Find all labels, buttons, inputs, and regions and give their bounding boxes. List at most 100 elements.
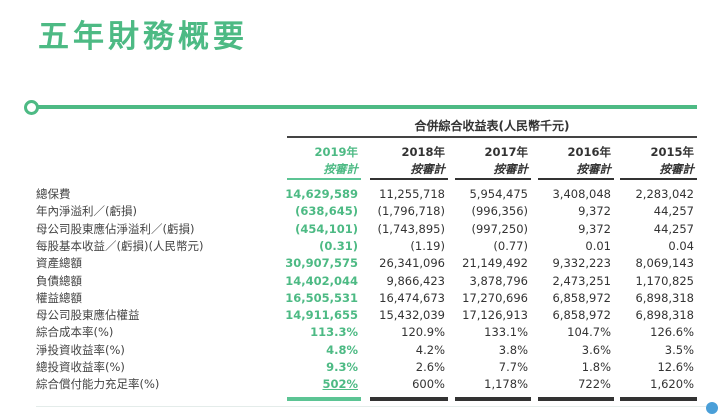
cell-value: 6,898,318 bbox=[635, 290, 694, 305]
cell-value: 3.5% bbox=[664, 342, 694, 357]
cell-value: 0.04 bbox=[668, 238, 694, 253]
cell-value: 17,126,913 bbox=[462, 308, 528, 323]
cell-value: (638,645) bbox=[295, 204, 358, 219]
cell-value: 3,878,796 bbox=[469, 273, 528, 288]
row-label: 權益總額 bbox=[36, 290, 82, 305]
cell-value: 14,402,044 bbox=[285, 273, 358, 288]
cell-value: 6,858,972 bbox=[552, 290, 611, 305]
cell-value: 133.1% bbox=[484, 325, 528, 340]
column-total-double-underline bbox=[455, 397, 531, 401]
cell-value: 16,505,531 bbox=[285, 290, 358, 305]
column-header-underline bbox=[455, 178, 531, 180]
table-row: 權益總額 16,505,531 16,474,673 17,270,696 6,858,… bbox=[0, 290, 718, 308]
column-header: 2018年按審計 bbox=[401, 144, 445, 178]
cell-value: 4.8% bbox=[326, 342, 358, 357]
title-divider bbox=[36, 105, 697, 109]
cell-value: 26,341,096 bbox=[379, 256, 445, 271]
cell-value: 1,620% bbox=[650, 377, 694, 392]
cell-value: 16,474,673 bbox=[379, 290, 445, 305]
cell-value: 5,954,475 bbox=[469, 187, 528, 201]
caption-divider bbox=[287, 136, 697, 138]
row-label: 資產總額 bbox=[36, 256, 82, 271]
column-header: 2015年按審計 bbox=[650, 144, 694, 178]
column-year: 2018年 bbox=[401, 145, 445, 159]
table-row: 總投資收益率(%) 9.3% 2.6% 7.7% 1.8% 12.6% bbox=[0, 359, 718, 377]
column-basis: 按審計 bbox=[659, 162, 695, 176]
cell-value: 722% bbox=[578, 377, 611, 392]
column-year: 2016年 bbox=[567, 145, 611, 159]
table-row: 每股基本收益／(虧損)(人民幣元) (0.31) (1.19) (0.77) 0.01 0… bbox=[0, 238, 718, 256]
row-label: 母公司股東應佔淨溢利／(虧損) bbox=[36, 221, 195, 236]
row-label: 綜合償付能力充足率(%) bbox=[36, 377, 160, 392]
table-row: 母公司股東應佔權益 14,911,655 15,432,039 17,126,913 6… bbox=[0, 307, 718, 325]
column-year: 2017年 bbox=[484, 145, 528, 159]
cell-value: 126.6% bbox=[650, 325, 694, 340]
cell-value: 3.8% bbox=[498, 342, 528, 357]
cell-value: 14,629,589 bbox=[285, 187, 358, 201]
cell-value: (1,796,718) bbox=[377, 204, 445, 219]
column-header-underline bbox=[370, 178, 448, 180]
cell-value: (454,101) bbox=[295, 221, 358, 236]
column-header: 2019年按審計 bbox=[314, 144, 358, 178]
cell-value: 1,178% bbox=[484, 377, 528, 392]
column-total-double-underline bbox=[620, 397, 697, 401]
cell-value: (0.77) bbox=[493, 238, 528, 253]
column-year: 2015年 bbox=[650, 145, 694, 159]
column-basis: 按審計 bbox=[410, 162, 446, 176]
cell-value: 9,866,423 bbox=[386, 273, 445, 288]
page-corner-dot bbox=[706, 402, 718, 414]
column-basis: 按審計 bbox=[576, 162, 612, 176]
cell-value: 9.3% bbox=[326, 360, 358, 374]
cell-value: 12.6% bbox=[657, 360, 694, 374]
cell-value: 2,473,251 bbox=[552, 273, 611, 288]
table-row: 母公司股東應佔淨溢利／(虧損) (454,101) (1,743,895) (997,… bbox=[0, 221, 718, 239]
cell-value: 9,332,223 bbox=[552, 256, 611, 271]
table-row: 資產總額 30,907,575 26,341,096 21,149,492 9,332,… bbox=[0, 255, 718, 273]
cell-value: 2,283,042 bbox=[635, 187, 694, 201]
row-label: 每股基本收益／(虧損)(人民幣元) bbox=[36, 238, 204, 253]
cell-value: 120.9% bbox=[401, 325, 445, 340]
cell-value: (997,250) bbox=[471, 221, 528, 236]
column-header-underline bbox=[538, 178, 614, 180]
cell-value: 21,149,492 bbox=[462, 256, 528, 271]
cell-value: 104.7% bbox=[567, 325, 611, 340]
table-row: 總保費 14,629,589 11,255,718 5,954,475 3,408,04… bbox=[0, 186, 718, 204]
row-label: 綜合成本率(%) bbox=[36, 325, 114, 340]
table-caption: 合併綜合收益表(人民幣千元) bbox=[414, 119, 570, 133]
column-basis: 按審計 bbox=[323, 162, 359, 176]
cell-value: 6,898,318 bbox=[635, 308, 694, 323]
row-label: 母公司股東應佔權益 bbox=[36, 308, 140, 323]
table-row: 負債總額 14,402,044 9,866,423 3,878,796 2,473,25… bbox=[0, 273, 718, 291]
row-label: 負債總額 bbox=[36, 273, 82, 288]
cell-value: 30,907,575 bbox=[285, 256, 358, 271]
cell-value: 1.8% bbox=[581, 360, 611, 374]
column-total-double-underline bbox=[370, 397, 448, 401]
cell-value: 3,408,048 bbox=[552, 187, 611, 201]
cell-value: (1,743,895) bbox=[377, 221, 445, 236]
row-label: 年內淨溢利／(虧損) bbox=[36, 204, 137, 219]
cell-value: 2.6% bbox=[415, 360, 445, 374]
cell-value: (1.19) bbox=[410, 238, 445, 253]
cell-value: 44,257 bbox=[653, 204, 694, 219]
column-header: 2017年 按審計 bbox=[484, 144, 528, 178]
column-header: 2016年按審計 bbox=[567, 144, 611, 178]
cell-value: 3.6% bbox=[581, 342, 611, 357]
cell-value: 15,432,039 bbox=[379, 308, 445, 323]
cell-value: 600% bbox=[412, 377, 445, 392]
cell-value: 4.2% bbox=[415, 342, 445, 357]
column-total-double-underline bbox=[287, 397, 361, 401]
cell-value: 7.7% bbox=[498, 360, 528, 374]
cell-value: 502% bbox=[322, 377, 358, 392]
row-label: 淨投資收益率(%) bbox=[36, 342, 125, 357]
bottom-divider bbox=[36, 406, 706, 407]
row-label: 總投資收益率(%) bbox=[36, 360, 125, 374]
table-row: 綜合成本率(%) 113.3% 120.9% 133.1% 104.7% 126.6% bbox=[0, 324, 718, 342]
table-row: 淨投資收益率(%) 4.8% 4.2% 3.8% 3.6% 3.5% bbox=[0, 342, 718, 360]
row-label: 總保費 bbox=[36, 187, 71, 201]
column-year: 2019年 bbox=[314, 145, 358, 159]
cell-value: 44,257 bbox=[653, 221, 694, 236]
cell-value: (0.31) bbox=[319, 238, 358, 253]
cell-value: 113.3% bbox=[310, 325, 358, 340]
cell-value: 9,372 bbox=[578, 221, 611, 236]
cell-value: 14,911,655 bbox=[285, 308, 358, 323]
